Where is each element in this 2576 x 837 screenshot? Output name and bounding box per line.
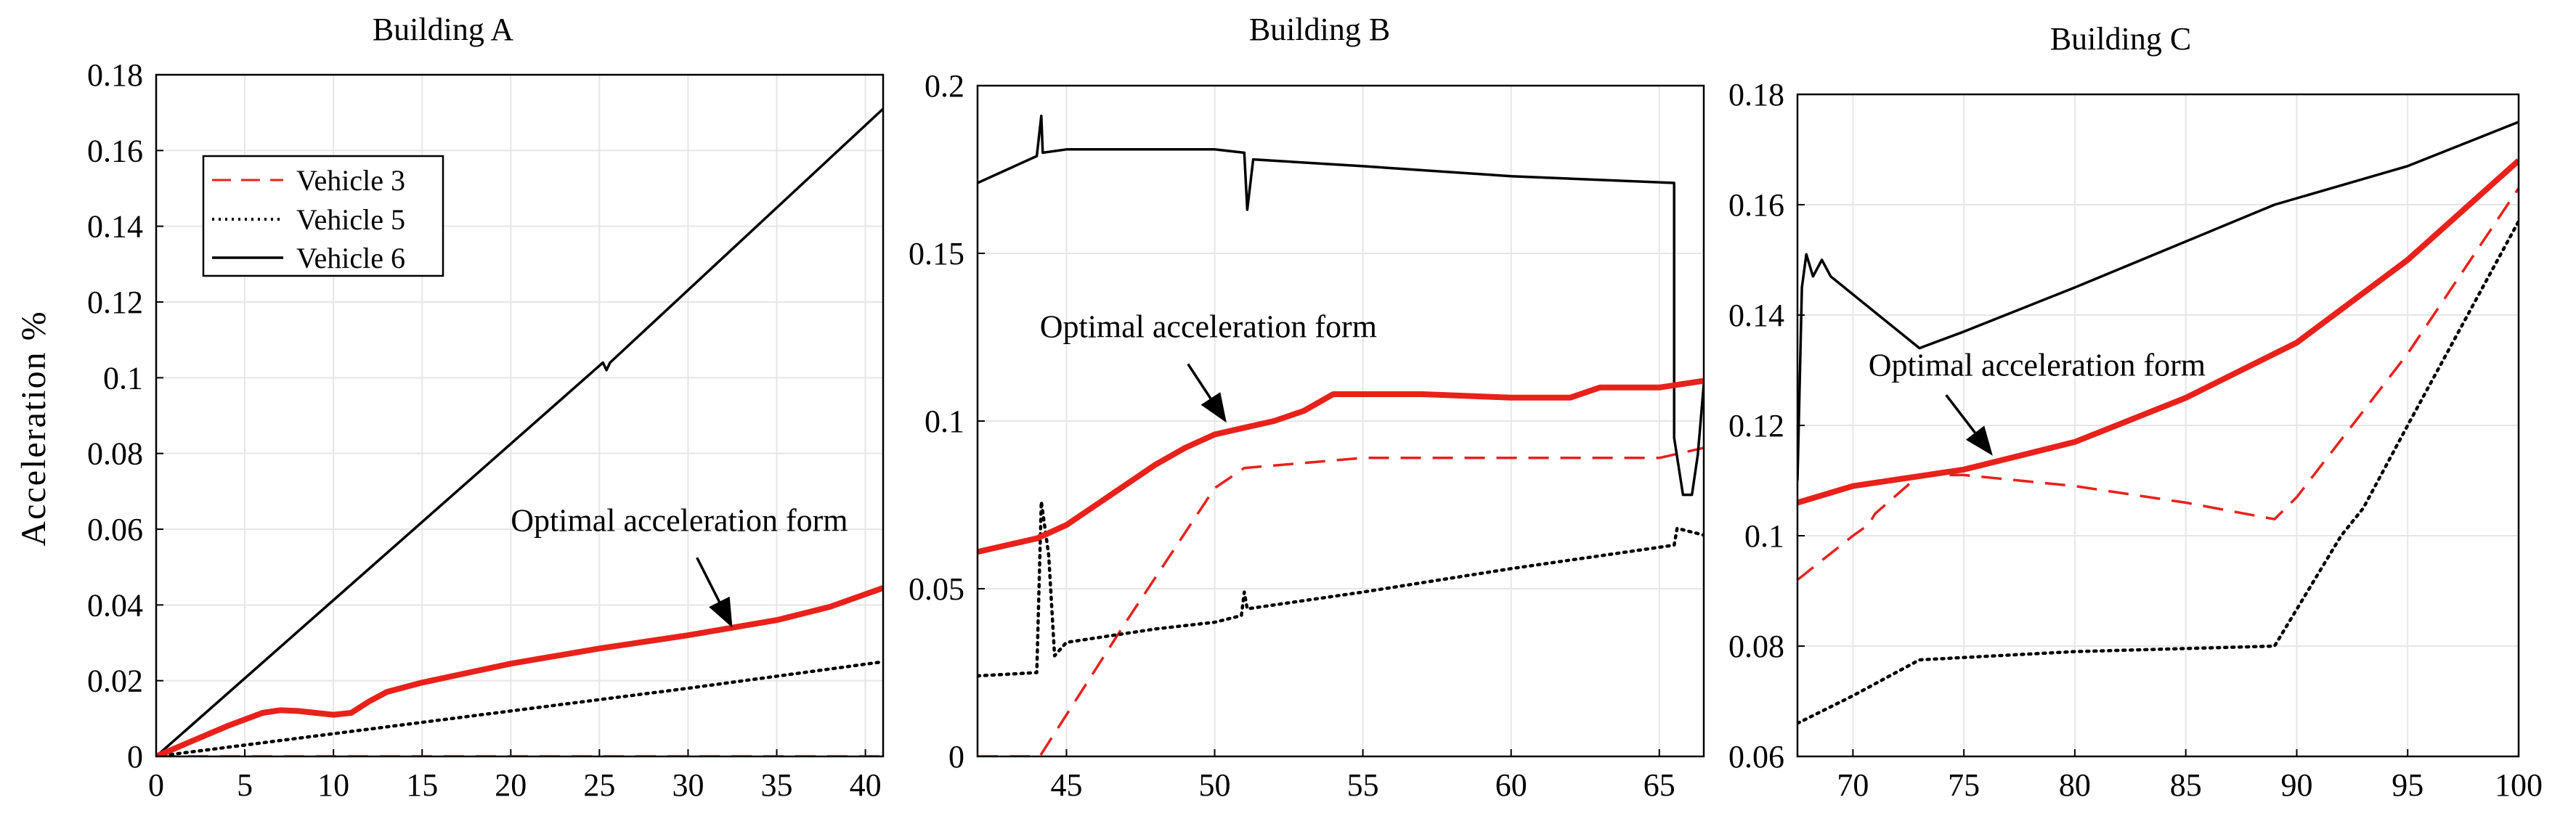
x-tick-label: 15 xyxy=(406,767,438,803)
y-tick-label: 0.18 xyxy=(87,57,143,93)
x-tick-label: 90 xyxy=(2280,767,2312,803)
x-tick-label: 65 xyxy=(1643,767,1675,803)
x-tick-label: 85 xyxy=(2170,767,2202,803)
series-line-vehicle-5 xyxy=(156,660,883,756)
y-tick-label: 0.1 xyxy=(1744,518,1784,554)
series-line-vehicle-6 xyxy=(156,107,883,756)
annotation-arrow-shaft xyxy=(1945,394,1976,434)
x-tick-label: 50 xyxy=(1199,767,1231,803)
x-tick-label: 5 xyxy=(237,767,253,803)
x-tick-label: 30 xyxy=(672,767,704,803)
plot-area xyxy=(1796,93,2520,758)
panel-building-a: Building A Acceleration % Vehicle 3 Vehi… xyxy=(15,12,885,803)
y-tick-label: 0.16 xyxy=(1728,187,1784,223)
grid xyxy=(156,75,883,756)
series-group xyxy=(156,107,883,756)
x-tick-label: 25 xyxy=(583,767,615,803)
y-tick-label: 0.02 xyxy=(87,664,143,699)
x-tick-label: 100 xyxy=(2495,767,2543,803)
plot-area xyxy=(976,84,1705,758)
x-tick-label: 20 xyxy=(495,767,527,803)
annotation-arrow-head xyxy=(1965,425,1993,456)
legend-label-vehicle-6: Vehicle 6 xyxy=(296,242,405,274)
series-line-vehicle-6 xyxy=(978,114,1704,497)
y-tick-label: 0.2 xyxy=(925,68,964,104)
y-tick-label: 0.15 xyxy=(909,236,964,271)
series-group xyxy=(1797,121,2519,725)
y-tick-label: 0.04 xyxy=(87,587,143,623)
x-tick-label: 95 xyxy=(2392,767,2423,803)
x-tick-label: 75 xyxy=(1948,767,1980,803)
series-line-vehicle-3 xyxy=(978,446,1704,756)
legend-box xyxy=(202,155,444,277)
annotation-arrow-head xyxy=(1200,392,1227,423)
y-tick-label: 0.18 xyxy=(1728,77,1784,113)
legend-label-vehicle-3: Vehicle 3 xyxy=(296,164,405,197)
chart-title-building-c: Building C xyxy=(2050,21,2191,57)
y-tick-label: 0.08 xyxy=(87,436,143,472)
x-tick-label: 35 xyxy=(761,767,793,803)
x-tick-label: 55 xyxy=(1347,767,1379,803)
y-axis-label: Acceleration % xyxy=(15,310,53,546)
y-tick-label: 0.06 xyxy=(1728,739,1784,775)
y-tick-label: 0.16 xyxy=(87,133,143,168)
y-tick-label: 0.06 xyxy=(87,512,143,547)
series-line-optimal-acceleration-form xyxy=(156,585,883,756)
annotation-text: Optimal acceleration form xyxy=(511,503,848,539)
y-tick-label: 0.1 xyxy=(103,360,143,396)
series-line-optimal-acceleration-form xyxy=(978,377,1704,555)
x-tick-label: 80 xyxy=(2059,767,2091,803)
y-tick-label: 0.12 xyxy=(87,285,143,320)
x-tick-label: 45 xyxy=(1050,767,1082,803)
y-tick-label: 0 xyxy=(948,739,964,775)
annotation-text: Optimal acceleration form xyxy=(1040,309,1377,345)
axes-frame xyxy=(1796,93,2520,758)
annotation-arrow-shaft xyxy=(1187,363,1212,399)
plot-area xyxy=(155,73,885,758)
y-tick-label: 0.14 xyxy=(1728,298,1784,333)
series-line-vehicle-6 xyxy=(1797,121,2519,481)
series-line-vehicle-5 xyxy=(978,499,1704,678)
series-line-vehicle-3 xyxy=(1797,187,2519,581)
annotation-arrow-shaft xyxy=(696,557,720,603)
grid xyxy=(978,86,1704,756)
series-line-vehicle-5 xyxy=(1797,219,2519,725)
y-tick-label: 0.05 xyxy=(909,571,964,607)
axes-frame xyxy=(976,84,1705,758)
legend: Vehicle 3 Vehicle 5 Vehicle 6 xyxy=(202,155,444,277)
x-tick-label: 0 xyxy=(148,767,164,803)
x-tick-label: 60 xyxy=(1495,767,1527,803)
x-tick-label: 40 xyxy=(850,767,882,803)
series-group xyxy=(978,114,1704,756)
series-line-optimal-acceleration-form xyxy=(1797,158,2519,506)
y-tick-label: 0.12 xyxy=(1728,408,1784,444)
panel-building-c: Building C 70 75 80 85 90 95 100 0.06 0.08 0.1 0.1… xyxy=(1728,21,2543,803)
y-tick-label: 0 xyxy=(127,739,143,775)
annotation-text: Optimal acceleration form xyxy=(1869,348,2206,383)
legend-label-vehicle-5: Vehicle 5 xyxy=(296,203,405,236)
y-tick-label: 0.14 xyxy=(87,209,143,245)
x-tick-label: 70 xyxy=(1837,767,1869,803)
grid xyxy=(1797,94,2519,756)
panel-building-b: Building B 45 50 55 60 65 0 0.05 0.1 0.15 0.2 Opti… xyxy=(909,12,1705,803)
annotation-arrow-head xyxy=(709,596,733,628)
chart-title-building-b: Building B xyxy=(1249,12,1390,47)
x-tick-label: 10 xyxy=(317,767,349,803)
chart-title-building-a: Building A xyxy=(373,12,514,47)
y-tick-label: 0.1 xyxy=(925,404,964,439)
y-tick-label: 0.08 xyxy=(1728,629,1784,664)
axes-frame xyxy=(155,73,885,758)
